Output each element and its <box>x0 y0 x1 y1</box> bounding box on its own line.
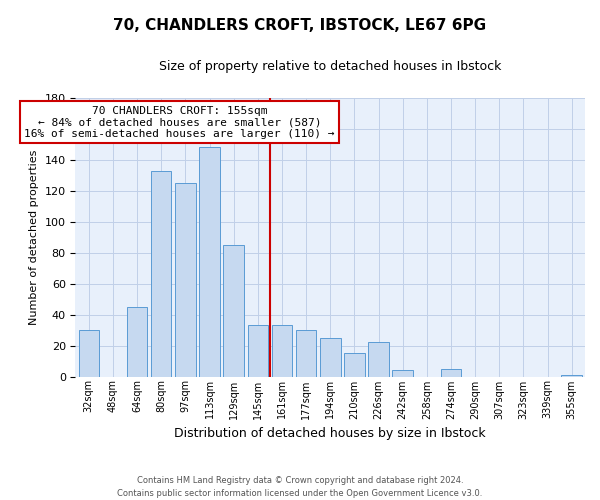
Bar <box>368 342 389 376</box>
Text: 70, CHANDLERS CROFT, IBSTOCK, LE67 6PG: 70, CHANDLERS CROFT, IBSTOCK, LE67 6PG <box>113 18 487 32</box>
Bar <box>392 370 413 376</box>
Bar <box>296 330 316 376</box>
Text: Contains HM Land Registry data © Crown copyright and database right 2024.
Contai: Contains HM Land Registry data © Crown c… <box>118 476 482 498</box>
Bar <box>272 326 292 376</box>
Y-axis label: Number of detached properties: Number of detached properties <box>29 150 39 325</box>
Bar <box>562 375 582 376</box>
X-axis label: Distribution of detached houses by size in Ibstock: Distribution of detached houses by size … <box>175 427 486 440</box>
Bar <box>199 148 220 376</box>
Bar <box>344 354 365 376</box>
Title: Size of property relative to detached houses in Ibstock: Size of property relative to detached ho… <box>159 60 502 73</box>
Bar <box>127 307 148 376</box>
Bar <box>79 330 99 376</box>
Bar <box>151 170 172 376</box>
Text: 70 CHANDLERS CROFT: 155sqm
← 84% of detached houses are smaller (587)
16% of sem: 70 CHANDLERS CROFT: 155sqm ← 84% of deta… <box>24 106 335 138</box>
Bar <box>441 369 461 376</box>
Bar <box>175 183 196 376</box>
Bar <box>223 245 244 376</box>
Bar <box>320 338 341 376</box>
Bar <box>248 326 268 376</box>
